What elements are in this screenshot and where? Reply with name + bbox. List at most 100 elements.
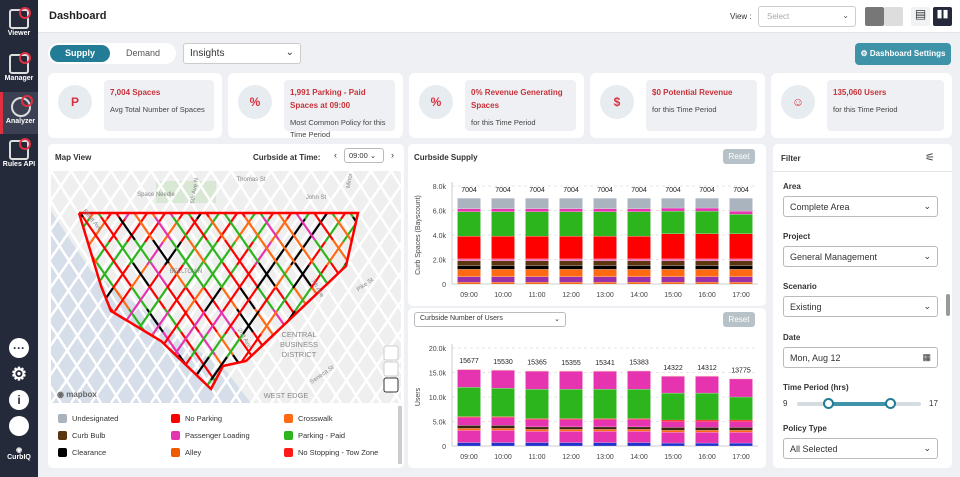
time-range-slider[interactable]: [797, 398, 921, 409]
bar-segment[interactable]: [491, 387, 515, 417]
bar-segment[interactable]: [729, 210, 753, 215]
area-select[interactable]: Complete Area ⌄: [783, 196, 938, 217]
bar-segment[interactable]: [661, 419, 685, 422]
bar-segment[interactable]: [525, 265, 549, 270]
bar-segment[interactable]: [661, 442, 685, 447]
bar-segment[interactable]: [593, 198, 617, 209]
document-view-icon[interactable]: ▤: [911, 7, 930, 26]
bar-segment[interactable]: [559, 260, 583, 266]
bar-segment[interactable]: [627, 419, 651, 428]
bar-segment[interactable]: [729, 213, 753, 234]
bar-segment[interactable]: [559, 388, 583, 419]
bar-segment[interactable]: [593, 208, 617, 212]
bar-segment[interactable]: [593, 431, 617, 443]
bar-segment[interactable]: [593, 429, 617, 432]
bar-segment[interactable]: [593, 265, 617, 270]
bar-segment[interactable]: [457, 428, 481, 431]
bar-segment[interactable]: [627, 442, 651, 447]
filter-scrollbar[interactable]: [946, 294, 950, 316]
project-select[interactable]: General Management ⌄: [783, 246, 938, 267]
bar-segment[interactable]: [627, 429, 651, 432]
sidebar-item-viewer[interactable]: Viewer: [0, 4, 38, 46]
bar-segment[interactable]: [695, 276, 719, 283]
bar-segment[interactable]: [661, 265, 685, 270]
bar-segment[interactable]: [661, 430, 685, 433]
bar-segment[interactable]: [661, 258, 685, 261]
bar-segment[interactable]: [695, 392, 719, 421]
sidebar-item-analyzer[interactable]: Analyzer: [0, 92, 38, 134]
bar-segment[interactable]: [457, 236, 481, 260]
bar-segment[interactable]: [729, 378, 753, 398]
bar-segment[interactable]: [627, 426, 651, 430]
bar-segment[interactable]: [627, 258, 651, 261]
bar-segment[interactable]: [491, 211, 515, 237]
bar-segment[interactable]: [525, 419, 549, 428]
info-icon[interactable]: i: [9, 390, 29, 410]
bar-segment[interactable]: [559, 431, 583, 443]
bar-segment[interactable]: [593, 426, 617, 430]
bar-segment[interactable]: [491, 269, 515, 277]
bar-segment[interactable]: [525, 211, 549, 237]
bar-segment[interactable]: [559, 258, 583, 261]
bar-segment[interactable]: [559, 236, 583, 260]
bar-segment[interactable]: [559, 419, 583, 428]
bar-segment[interactable]: [593, 211, 617, 237]
chart-view-icon[interactable]: ▮▮: [933, 7, 952, 26]
view-select[interactable]: Select ⌄: [758, 6, 856, 27]
bar-segment[interactable]: [559, 211, 583, 237]
bar-segment[interactable]: [627, 269, 651, 277]
bar-segment[interactable]: [525, 431, 549, 443]
bar-segment[interactable]: [627, 370, 651, 390]
bar-segment[interactable]: [729, 432, 753, 444]
bar-segment[interactable]: [457, 276, 481, 283]
bar-segment[interactable]: [627, 208, 651, 212]
time-select[interactable]: 09:00 ⌄: [344, 148, 384, 163]
rectangle-draw-tool[interactable]: [383, 361, 399, 377]
bar-segment[interactable]: [661, 392, 685, 421]
bar-segment[interactable]: [457, 198, 481, 209]
bar-segment[interactable]: [729, 269, 753, 277]
bar-segment[interactable]: [695, 442, 719, 447]
bar-segment[interactable]: [729, 427, 753, 431]
bar-segment[interactable]: [695, 269, 719, 277]
bar-segment[interactable]: [661, 260, 685, 266]
bar-segment[interactable]: [593, 269, 617, 277]
bar-segment[interactable]: [627, 388, 651, 419]
users-reset-button[interactable]: Reset: [723, 312, 755, 327]
bar-segment[interactable]: [559, 198, 583, 209]
bar-segment[interactable]: [559, 370, 583, 390]
bar-segment[interactable]: [695, 421, 719, 428]
bar-segment[interactable]: [661, 269, 685, 277]
bar-segment[interactable]: [559, 281, 583, 285]
bar-segment[interactable]: [559, 208, 583, 212]
bar-segment[interactable]: [661, 281, 685, 285]
bar-segment[interactable]: [457, 387, 481, 417]
scenario-select[interactable]: Existing ⌄: [783, 296, 938, 317]
bar-segment[interactable]: [525, 260, 549, 266]
bar-segment[interactable]: [627, 236, 651, 260]
bar-segment[interactable]: [627, 198, 651, 209]
bar-segment[interactable]: [457, 258, 481, 261]
bar-segment[interactable]: [593, 388, 617, 419]
bar-segment[interactable]: [593, 276, 617, 283]
bar-segment[interactable]: [661, 210, 685, 234]
bar-segment[interactable]: [559, 276, 583, 283]
light-style-thumb[interactable]: [884, 7, 903, 26]
bar-segment[interactable]: [695, 233, 719, 260]
bar-segment[interactable]: [491, 425, 515, 429]
bar-segment[interactable]: [491, 417, 515, 426]
bar-segment[interactable]: [593, 236, 617, 260]
bar-segment[interactable]: [457, 269, 481, 277]
supply-tab[interactable]: Supply: [50, 45, 110, 62]
bar-segment[interactable]: [525, 370, 549, 390]
bar-segment[interactable]: [729, 442, 753, 447]
bar-segment[interactable]: [525, 258, 549, 261]
more-icon[interactable]: ···: [9, 338, 29, 358]
bar-segment[interactable]: [491, 428, 515, 431]
bar-segment[interactable]: [729, 419, 753, 422]
dashboard-settings-button[interactable]: ⚙ Dashboard Settings: [855, 43, 951, 65]
slider-handle-start[interactable]: [823, 398, 834, 409]
bar-segment[interactable]: [695, 260, 719, 266]
bar-segment[interactable]: [525, 426, 549, 430]
bar-segment[interactable]: [457, 417, 481, 426]
